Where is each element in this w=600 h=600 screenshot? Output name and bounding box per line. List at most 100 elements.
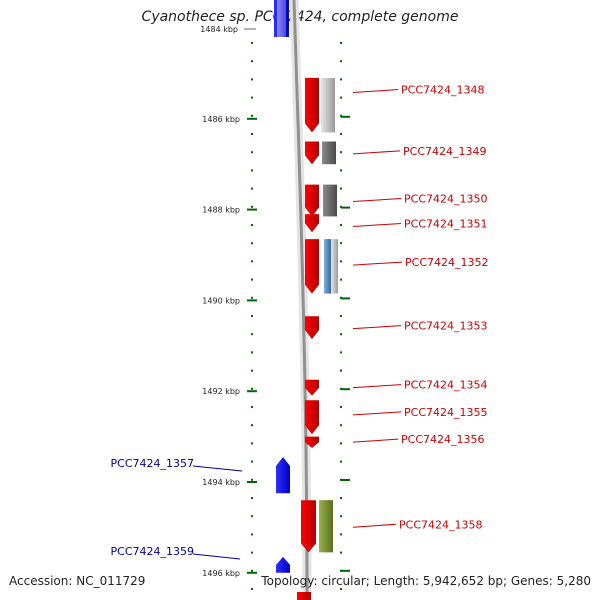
minor-tick [251, 169, 253, 172]
minor-tick [251, 114, 253, 117]
minor-tick [251, 242, 253, 245]
minor-tick [251, 333, 253, 336]
scale-label: 1488 kbp [202, 206, 240, 215]
minor-tick [251, 296, 253, 299]
minor-tick [251, 224, 253, 226]
gene-arrow[interactable] [301, 500, 316, 553]
leader-line [352, 384, 402, 389]
minor-tick [340, 406, 342, 408]
gene-label[interactable]: PCC7424_1349 [403, 145, 486, 158]
gene-label[interactable]: PCC7424_1356 [401, 433, 484, 446]
gene-layer [276, 77, 338, 573]
minor-tick [340, 260, 342, 263]
leader-line [352, 325, 402, 330]
forward-gene-partial [297, 592, 311, 600]
minor-tick [340, 351, 342, 354]
gene-label[interactable]: PCC7424_1353 [404, 320, 487, 333]
gene-arrow[interactable] [305, 141, 319, 165]
minor-tick [251, 369, 253, 372]
feature-layer [274, 0, 312, 600]
minor-tick [251, 551, 253, 554]
minor-tick [251, 151, 253, 154]
minor-tick [340, 333, 342, 336]
minor-tick [340, 442, 342, 445]
scale-label: 1492 kbp [202, 387, 240, 396]
minor-tick [251, 187, 253, 190]
minor-tick [251, 442, 253, 445]
minor-tick [251, 78, 253, 81]
minor-tick [251, 315, 253, 317]
minor-tick [251, 387, 253, 390]
minor-tick [340, 242, 342, 245]
minor-tick [340, 187, 342, 190]
leader-line [192, 553, 241, 560]
feature-block [321, 77, 335, 133]
minor-tick [340, 133, 342, 135]
gene-arrow[interactable] [305, 436, 319, 448]
gene-label[interactable]: PCC7424_1354 [404, 379, 487, 392]
gene-arrow[interactable] [305, 316, 319, 339]
gene-label[interactable]: PCC7424_1352 [405, 256, 488, 269]
feature-block [323, 184, 337, 217]
scale-label-top: 1484 kbp [200, 25, 238, 34]
leader-line [352, 198, 402, 203]
minor-tick [340, 515, 342, 518]
scale-label: 1486 kbp [202, 115, 240, 124]
map-title: Cyanothece sp. PCC 7424, complete genome [141, 9, 459, 25]
minor-tick [340, 169, 342, 172]
leader-line [352, 89, 399, 94]
gene-arrow[interactable] [305, 184, 319, 217]
leader-line [192, 465, 243, 472]
feature-block [324, 239, 332, 294]
leader-line [352, 438, 399, 443]
minor-tick [251, 42, 253, 44]
gene-arrow[interactable] [305, 400, 319, 435]
minor-tick [340, 460, 342, 463]
feature-block [319, 500, 333, 553]
leader-line [352, 222, 402, 227]
minor-tick [340, 497, 342, 499]
minor-tick [340, 278, 342, 281]
minor-tick [340, 224, 342, 226]
gene-arrow[interactable] [276, 457, 290, 494]
gene-label[interactable]: PCC7424_1350 [404, 193, 487, 206]
minor-tick [251, 569, 253, 572]
leader-line [352, 150, 401, 155]
gene-label[interactable]: PCC7424_1358 [399, 518, 482, 531]
feature-block [322, 141, 336, 165]
gene-label[interactable]: PCC7424_1351 [404, 217, 487, 230]
gene-arrow[interactable] [305, 379, 319, 396]
gene-label[interactable]: PCC7424_1348 [401, 84, 484, 97]
gene-arrow[interactable] [305, 239, 319, 294]
minor-tick [251, 260, 253, 263]
minor-tick [251, 515, 253, 518]
scale-label: 1496 kbp [202, 569, 240, 578]
gene-label[interactable]: PCC7424_1357 [111, 457, 194, 470]
accession-text: Accession: NC_011729 [9, 574, 146, 588]
minor-tick [340, 78, 342, 81]
reverse-gene-partial-highlight [277, 0, 286, 37]
feature-block [331, 239, 338, 294]
gene-label[interactable]: PCC7424_1355 [404, 406, 487, 419]
gene-label[interactable]: PCC7424_1359 [111, 545, 194, 558]
minor-tick [251, 205, 253, 208]
genome-backbone [292, 0, 309, 600]
minor-tick [251, 497, 253, 499]
minor-tick [340, 551, 342, 554]
gene-arrow[interactable] [276, 556, 290, 573]
minor-tick [340, 424, 342, 427]
gene-arrow[interactable] [305, 214, 319, 233]
topology-summary: Topology: circular; Length: 5,942,652 bp… [261, 574, 591, 588]
gene-arrow[interactable] [305, 77, 319, 133]
minor-tick [251, 533, 253, 536]
minor-tick [251, 133, 253, 135]
minor-tick [251, 588, 253, 590]
label-layer: PCC7424_1348 PCC7424_1349 PCC7424_1350 PCC7… [111, 84, 488, 560]
minor-tick [340, 60, 342, 63]
minor-tick [251, 406, 253, 408]
scale-label: 1490 kbp [202, 296, 240, 305]
minor-tick [340, 533, 342, 536]
minor-tick [251, 60, 253, 63]
scale-layer: 1484 kbp 1486 kbp 1488 kbp 1490 kbp 1492 kbp… [200, 25, 350, 590]
